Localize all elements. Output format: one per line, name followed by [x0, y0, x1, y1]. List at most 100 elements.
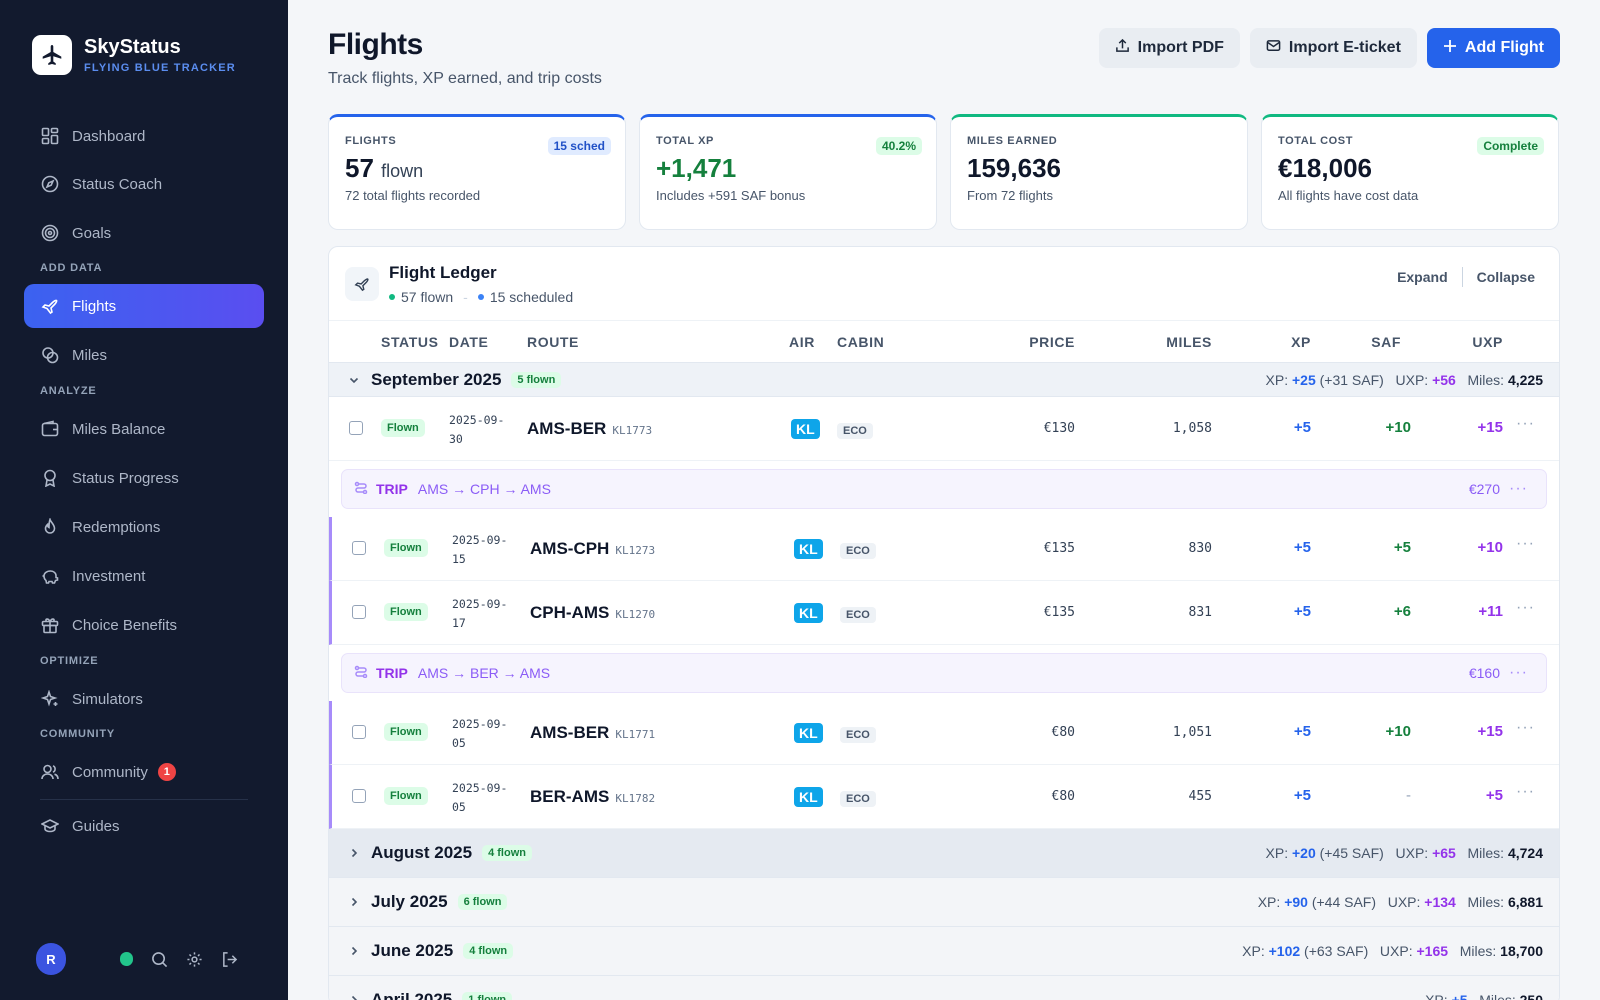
sidebar-item-redemptions[interactable]: Redemptions: [24, 505, 264, 549]
month-group-june-2025[interactable]: June 2025 4 flown XP: +102 (+63 SAF) UXP…: [329, 927, 1559, 976]
trip-header[interactable]: TRIP AMS → BER → AMS €160 ···: [341, 653, 1547, 693]
nav-section-add-data: ADD DATA: [40, 262, 103, 274]
miles-value: 250: [1519, 992, 1543, 1000]
sidebar: SkyStatus FLYING BLUE TRACKER Dashboard …: [0, 0, 288, 1000]
column-price[interactable]: PRICE: [1029, 334, 1075, 350]
table-row[interactable]: Flown 2025-09- 15 AMS-CPH KL1273 KL ECO €1…: [329, 517, 1559, 581]
flight-route: CPH-AMS KL1270: [530, 603, 655, 623]
cabin-badge: ECO: [837, 423, 873, 439]
more-options-icon[interactable]: ···: [1516, 415, 1535, 432]
column-saf[interactable]: SAF: [1371, 334, 1401, 350]
add-flight-button[interactable]: Add Flight: [1426, 28, 1560, 68]
flight-saf: +5: [1393, 539, 1411, 556]
sidebar-item-miles[interactable]: Miles: [24, 333, 264, 377]
grid-icon: [40, 126, 60, 146]
column-date[interactable]: DATE: [449, 334, 489, 350]
cabin-badge: ECO: [840, 791, 876, 807]
more-options-icon[interactable]: ···: [1516, 719, 1535, 736]
month-group-september-2025[interactable]: September 2025 5 flown XP: +25 (+31 SAF)…: [329, 363, 1559, 397]
search-icon[interactable]: [151, 950, 168, 968]
date-line-1: 2025-09-: [452, 781, 508, 795]
flame-icon: [40, 517, 60, 537]
award-icon: [40, 468, 60, 488]
date-line-2: 17: [452, 616, 466, 630]
sidebar-item-goals[interactable]: Goals: [24, 211, 264, 255]
notification-badge: 1: [157, 763, 176, 781]
chevron-right-icon: [347, 945, 361, 957]
month-name: April 2025: [371, 990, 453, 1000]
more-options-icon[interactable]: ···: [1516, 599, 1535, 616]
row-checkbox[interactable]: [352, 789, 366, 803]
uxp-label: UXP:: [1387, 894, 1421, 910]
chevron-right-icon: [347, 847, 361, 859]
status-badge: Flown: [384, 723, 428, 741]
month-group-july-2025[interactable]: July 2025 6 flown XP: +90 (+44 SAF) UXP:…: [329, 878, 1559, 927]
column-uxp[interactable]: UXP: [1472, 334, 1503, 350]
more-options-icon[interactable]: ···: [1509, 664, 1528, 681]
saf-value: (+31 SAF): [1319, 371, 1384, 388]
xp-value: +5: [1451, 992, 1468, 1000]
saf-value: (+63 SAF): [1304, 943, 1369, 959]
sidebar-item-investment[interactable]: Investment: [24, 554, 264, 598]
sidebar-item-label: Redemptions: [72, 518, 161, 536]
flight-price: €135: [1043, 605, 1075, 620]
sidebar-item-community[interactable]: Community 1: [24, 750, 264, 794]
miles-value: 6,881: [1507, 894, 1543, 910]
stat-note: 72 total flights recorded: [345, 188, 481, 203]
cabin-badge: ECO: [840, 607, 876, 623]
table-row[interactable]: Flown 2025-09- 05 BER-AMS KL1782 KL ECO €8…: [329, 765, 1559, 829]
logout-icon[interactable]: [221, 950, 238, 968]
more-options-icon[interactable]: ···: [1509, 480, 1528, 497]
flight-route: BER-AMS KL1782: [530, 787, 655, 807]
gear-icon[interactable]: [186, 950, 203, 968]
month-group-april-2025[interactable]: April 2025 1 flown XP: +5 Miles: 250: [329, 976, 1559, 1000]
row-checkbox[interactable]: [349, 421, 363, 435]
main-content: Flights Track flights, XP earned, and tr…: [288, 0, 1600, 1000]
sidebar-item-simulators[interactable]: Simulators: [24, 677, 264, 721]
brand[interactable]: SkyStatus FLYING BLUE TRACKER: [0, 0, 288, 80]
more-options-icon[interactable]: ···: [1516, 783, 1535, 800]
sidebar-item-status-coach[interactable]: Status Coach: [24, 162, 264, 206]
flight-xp: +5: [1293, 723, 1311, 740]
flight-uxp: +11: [1478, 603, 1503, 620]
sidebar-item-flights[interactable]: Flights: [24, 284, 264, 328]
avatar[interactable]: R: [36, 943, 66, 975]
flight-miles: 831: [1188, 605, 1212, 620]
column-route[interactable]: ROUTE: [527, 334, 579, 350]
sidebar-item-choice-benefits[interactable]: Choice Benefits: [24, 603, 264, 647]
row-checkbox[interactable]: [352, 725, 366, 739]
ledger-title: Flight Ledger: [389, 262, 497, 282]
flight-number: KL1771: [615, 728, 656, 741]
scheduled-dot: [477, 293, 484, 300]
flight-price: €130: [1043, 421, 1075, 436]
flight-uxp: +10: [1477, 539, 1503, 556]
import-eticket-button[interactable]: Import E-ticket: [1249, 28, 1417, 68]
sidebar-item-guides[interactable]: Guides: [24, 804, 264, 848]
sidebar-item-miles-balance[interactable]: Miles Balance: [24, 407, 264, 451]
chevron-right-icon: [347, 994, 361, 1000]
collapse-button[interactable]: Collapse: [1476, 269, 1535, 285]
table-row[interactable]: Flown 2025-09- 05 AMS-BER KL1771 KL ECO €8…: [329, 701, 1559, 765]
nav-section-analyze: ANALYZE: [40, 385, 97, 397]
sidebar-item-dashboard[interactable]: Dashboard: [24, 114, 264, 158]
column-cabin[interactable]: CABIN: [837, 334, 885, 350]
row-checkbox[interactable]: [352, 605, 366, 619]
stat-note: All flights have cost data: [1278, 188, 1419, 203]
column-xp[interactable]: XP: [1291, 334, 1311, 350]
sidebar-item-status-progress[interactable]: Status Progress: [24, 456, 264, 500]
link-icon: [354, 480, 368, 499]
expand-button[interactable]: Expand: [1397, 269, 1448, 285]
column-status[interactable]: STATUS: [381, 334, 439, 350]
column-miles[interactable]: MILES: [1166, 334, 1212, 350]
flight-price: €135: [1043, 541, 1075, 556]
row-checkbox[interactable]: [352, 541, 366, 555]
more-options-icon[interactable]: ···: [1516, 535, 1535, 552]
column-air[interactable]: AIR: [789, 334, 815, 350]
import-pdf-button[interactable]: Import PDF: [1098, 28, 1240, 68]
sidebar-item-label: Goals: [72, 224, 112, 242]
month-group-august-2025[interactable]: August 2025 4 flown XP: +20 (+45 SAF) UX…: [329, 829, 1559, 878]
flight-miles: 1,051: [1172, 725, 1212, 740]
table-row[interactable]: Flown 2025-09- 30 AMS-BER KL1773 KL ECO €1…: [329, 397, 1559, 461]
trip-header[interactable]: TRIP AMS → CPH → AMS €270 ···: [341, 469, 1547, 509]
table-row[interactable]: Flown 2025-09- 17 CPH-AMS KL1270 KL ECO €1…: [329, 581, 1559, 645]
